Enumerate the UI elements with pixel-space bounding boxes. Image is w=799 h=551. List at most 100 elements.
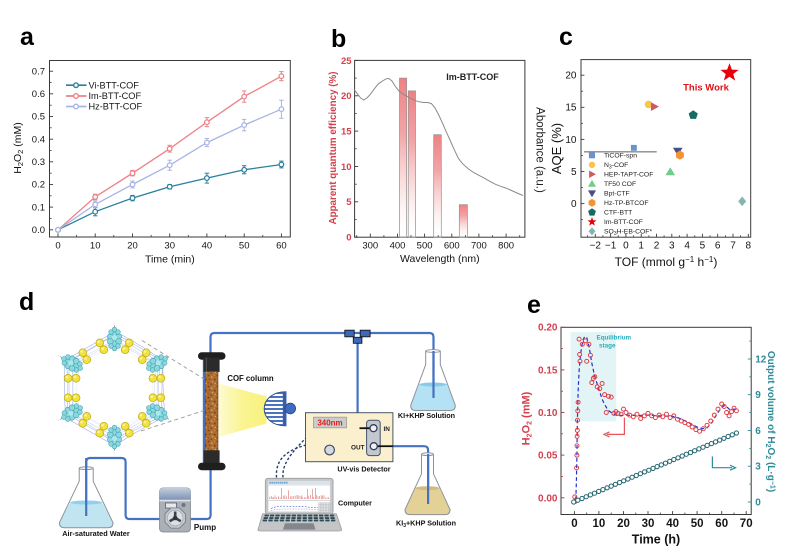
- svg-text:50: 50: [691, 518, 704, 530]
- svg-text:HEP-TAPT-COF: HEP-TAPT-COF: [604, 172, 653, 179]
- svg-text:TF50 COF: TF50 COF: [604, 181, 636, 188]
- svg-text:30: 30: [164, 241, 175, 252]
- svg-text:Hz-TP-BTCOF: Hz-TP-BTCOF: [604, 200, 649, 207]
- svg-text:6: 6: [715, 241, 721, 252]
- svg-text:0: 0: [346, 233, 351, 244]
- svg-text:50: 50: [239, 241, 250, 252]
- svg-text:500: 500: [417, 241, 433, 252]
- svg-text:60: 60: [715, 518, 728, 530]
- svg-text:0.10: 0.10: [538, 408, 558, 419]
- svg-text:0.4: 0.4: [32, 134, 45, 145]
- svg-text:Hz-BTT-COF: Hz-BTT-COF: [89, 102, 143, 112]
- svg-text:0: 0: [623, 241, 629, 252]
- svg-text:6: 6: [755, 426, 761, 437]
- svg-text:N3-COF: N3-COF: [604, 162, 628, 171]
- svg-text:0.05: 0.05: [538, 451, 558, 462]
- svg-text:0.20: 0.20: [538, 323, 558, 334]
- svg-text:KI+KHP Solution: KI+KHP Solution: [398, 411, 455, 420]
- svg-text:40: 40: [202, 241, 213, 252]
- svg-text:Pump: Pump: [194, 523, 216, 532]
- svg-text:30: 30: [642, 518, 655, 530]
- svg-text:25: 25: [341, 56, 352, 67]
- svg-text:0.15: 0.15: [538, 365, 558, 376]
- svg-text:H2O2 (mM): H2O2 (mM): [521, 391, 534, 445]
- svg-text:20: 20: [127, 241, 138, 252]
- svg-text:0.00: 0.00: [538, 493, 558, 504]
- svg-text:0: 0: [571, 199, 577, 210]
- svg-text:Im-BTT-COF: Im-BTT-COF: [604, 219, 643, 226]
- svg-text:10: 10: [341, 162, 352, 173]
- svg-text:70: 70: [740, 518, 753, 530]
- svg-text:3: 3: [669, 241, 675, 252]
- svg-text:stage: stage: [599, 343, 616, 350]
- svg-text:SO3H-EB-COF*: SO3H-EB-COF*: [604, 229, 652, 238]
- svg-text:TOF (mmol g−1 h−1): TOF (mmol g−1 h−1): [615, 255, 718, 269]
- svg-text:Vi-BTT-COF: Vi-BTT-COF: [89, 80, 140, 90]
- svg-text:10: 10: [593, 518, 606, 530]
- svg-text:Time (min): Time (min): [145, 254, 195, 266]
- svg-text:10: 10: [565, 135, 577, 146]
- svg-text:0: 0: [55, 241, 60, 252]
- svg-text:20: 20: [341, 91, 352, 102]
- svg-text:8: 8: [746, 241, 752, 252]
- svg-text:Aborbance (a.u.): Aborbance (a.u.): [534, 107, 546, 193]
- svg-text:−1: −1: [605, 241, 617, 252]
- svg-text:H2O2 (mM): H2O2 (mM): [12, 122, 25, 174]
- svg-text:IN: IN: [384, 426, 391, 433]
- svg-text:3: 3: [755, 462, 761, 473]
- svg-text:Im-BTT-COF: Im-BTT-COF: [89, 91, 142, 101]
- svg-text:7: 7: [730, 241, 736, 252]
- svg-text:0.3: 0.3: [32, 157, 45, 168]
- svg-text:10: 10: [90, 241, 101, 252]
- svg-text:Output volume of H2O2 (L·g−1): Output volume of H2O2 (L·g−1): [764, 351, 776, 492]
- svg-text:Bpt-CTF: Bpt-CTF: [604, 191, 630, 198]
- svg-text:UV-vis Detector: UV-vis Detector: [337, 465, 390, 474]
- svg-text:15: 15: [341, 127, 352, 138]
- svg-text:AQE (%): AQE (%): [549, 123, 564, 174]
- svg-text:5: 5: [346, 197, 352, 208]
- svg-text:700: 700: [471, 241, 487, 252]
- svg-text:300: 300: [362, 241, 378, 252]
- svg-text:0: 0: [755, 498, 761, 509]
- svg-text:2: 2: [654, 241, 660, 252]
- svg-text:0.7: 0.7: [32, 66, 45, 77]
- svg-text:b: b: [331, 25, 346, 53]
- svg-text:0.2: 0.2: [32, 180, 45, 191]
- svg-text:15: 15: [565, 103, 577, 114]
- svg-text:340nm: 340nm: [317, 419, 342, 428]
- svg-text:0.0: 0.0: [32, 225, 45, 236]
- svg-text:0: 0: [571, 518, 577, 530]
- svg-text:c: c: [559, 23, 573, 51]
- svg-text:This Work: This Work: [683, 83, 729, 94]
- svg-text:600: 600: [444, 241, 460, 252]
- svg-text:Apparent quantum efficiency (%: Apparent quantum efficiency (%): [328, 72, 339, 225]
- svg-text:e: e: [527, 291, 541, 319]
- svg-text:40: 40: [666, 518, 679, 530]
- svg-text:Time (h): Time (h): [632, 533, 680, 547]
- svg-text:12: 12: [755, 355, 767, 366]
- svg-text:COF column: COF column: [227, 374, 274, 383]
- svg-text:CTF-BTT: CTF-BTT: [604, 210, 632, 217]
- svg-text:0.5: 0.5: [32, 112, 45, 123]
- svg-text:a: a: [20, 23, 35, 51]
- svg-text:OUT: OUT: [351, 444, 365, 451]
- svg-text:KI3+KHP Solution: KI3+KHP Solution: [396, 519, 456, 530]
- svg-text:5: 5: [571, 167, 577, 178]
- svg-text:400: 400: [390, 241, 406, 252]
- svg-text:1: 1: [638, 241, 644, 252]
- svg-text:Air-saturated Water: Air-saturated Water: [62, 529, 130, 538]
- svg-text:20: 20: [617, 518, 630, 530]
- svg-text:0.6: 0.6: [32, 89, 45, 100]
- svg-text:0.1: 0.1: [32, 202, 45, 213]
- svg-text:60: 60: [276, 241, 287, 252]
- svg-text:800: 800: [498, 241, 514, 252]
- svg-text:TiCOF-spn: TiCOF-spn: [604, 153, 637, 160]
- svg-text:d: d: [19, 288, 34, 316]
- svg-text:20: 20: [565, 71, 577, 82]
- svg-text:5: 5: [700, 241, 706, 252]
- svg-text:−2: −2: [590, 241, 602, 252]
- svg-text:Equilibrium: Equilibrium: [597, 335, 632, 342]
- svg-text:9: 9: [755, 390, 761, 401]
- svg-text:4: 4: [684, 241, 690, 252]
- svg-text:Wavelength (nm): Wavelength (nm): [400, 253, 480, 265]
